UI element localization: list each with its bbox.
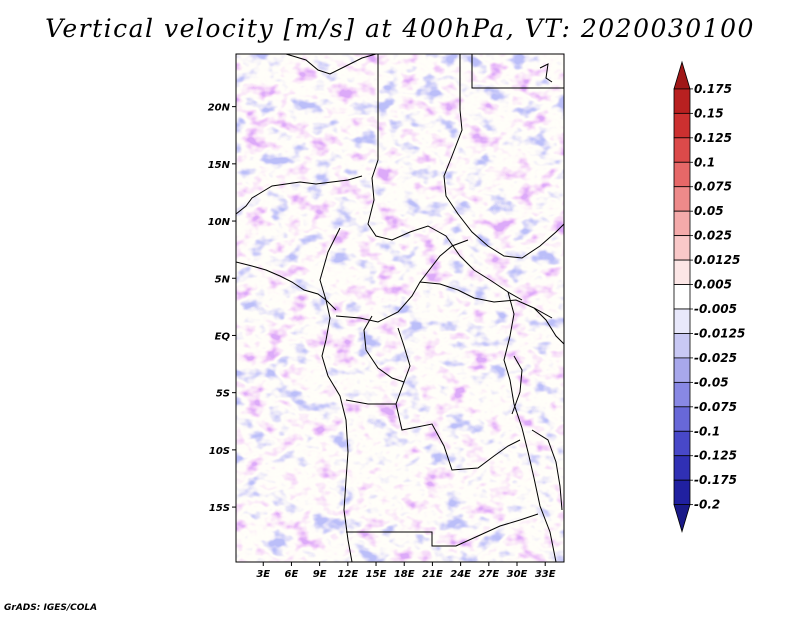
credit-label: GrADS: IGES/COLA xyxy=(4,603,98,613)
colorbar-bin xyxy=(673,430,691,457)
y-tick-label: 10N xyxy=(208,217,231,228)
colorbar-bin xyxy=(673,112,691,139)
y-tick-label: 5S xyxy=(216,389,230,400)
y-tick-label: 20N xyxy=(208,103,231,114)
colorbar-bin xyxy=(673,235,691,261)
velocity-field xyxy=(236,54,564,562)
colorbar-bin xyxy=(673,161,691,188)
chart-title: Vertical velocity [m/s] at 400hPa, VT: 2… xyxy=(45,14,755,43)
colorbar-label: 0.0125 xyxy=(694,253,740,267)
x-tick-label: 24E xyxy=(450,569,471,580)
colorbar-label: -0.1 xyxy=(694,424,720,438)
colorbar-label: 0.075 xyxy=(694,180,732,194)
colorbar-label: 0.05 xyxy=(694,204,724,218)
colorbar-label: -0.175 xyxy=(694,473,737,487)
colorbar-bin xyxy=(673,186,691,212)
y-tick-label: 5N xyxy=(215,274,231,285)
colorbar-bin xyxy=(673,406,691,432)
colorbar-label: -0.2 xyxy=(694,498,720,512)
colorbar-bin xyxy=(673,479,691,506)
x-tick-label: 12E xyxy=(337,569,358,580)
colorbar-label: -0.05 xyxy=(694,375,729,389)
coastlines-and-borders xyxy=(236,54,564,562)
colorbar-label: -0.075 xyxy=(694,400,737,414)
x-tick-label: 9E xyxy=(313,569,327,580)
colorbar-label: -0.005 xyxy=(694,302,737,316)
y-axis: 20N 15N 10N 5N EQ 5S 10S 15S xyxy=(208,103,236,514)
colorbar-bin xyxy=(673,259,691,285)
colorbar-label: -0.0125 xyxy=(694,326,745,340)
x-tick-label: 27E xyxy=(478,569,499,580)
x-tick-label: 18E xyxy=(394,569,415,580)
colorbar-bin xyxy=(673,455,691,481)
colorbar-bin xyxy=(673,333,691,359)
colorbar-label: -0.125 xyxy=(694,449,737,463)
colorbar-bin xyxy=(673,381,691,408)
colorbar-label: 0.1 xyxy=(694,155,715,169)
colorbar-extend-top xyxy=(673,60,691,90)
colorbar-label: 0.125 xyxy=(694,131,732,145)
colorbar-label: -0.025 xyxy=(694,351,737,365)
colorbar-bin xyxy=(673,308,691,334)
x-tick-label: 21E xyxy=(422,569,443,580)
x-tick-label: 6E xyxy=(285,569,299,580)
colorbar-bin xyxy=(673,210,691,237)
y-tick-label: EQ xyxy=(215,331,231,342)
colorbar-label: 0.15 xyxy=(694,106,724,120)
x-tick-label: 33E xyxy=(535,569,556,580)
y-tick-label: 15S xyxy=(209,503,230,514)
colorbar-bin xyxy=(673,137,691,163)
plot-frame xyxy=(235,53,565,563)
x-tick-label: 3E xyxy=(256,569,270,580)
colorbar-bin xyxy=(673,357,691,383)
colorbar-bin xyxy=(673,284,691,310)
colorbar: 0.175 0.15 0.125 0.1 0.075 0.05 0.025 0.0125 0.0… xyxy=(673,60,745,533)
plot-area xyxy=(236,54,564,562)
colorbar-label: 0.175 xyxy=(694,82,732,96)
y-tick-label: 10S xyxy=(209,446,230,457)
y-tick-label: 15N xyxy=(208,160,231,171)
colorbar-extend-bottom xyxy=(673,504,691,533)
colorbar-label: 0.005 xyxy=(694,278,732,292)
x-tick-label: 15E xyxy=(366,569,387,580)
x-axis: 3E 6E 9E 12E 15E 18E 21E 24E 27E 30E 33E xyxy=(256,562,556,580)
colorbar-bin xyxy=(673,88,691,114)
colorbar-label: 0.025 xyxy=(694,229,732,243)
x-tick-label: 30E xyxy=(507,569,528,580)
